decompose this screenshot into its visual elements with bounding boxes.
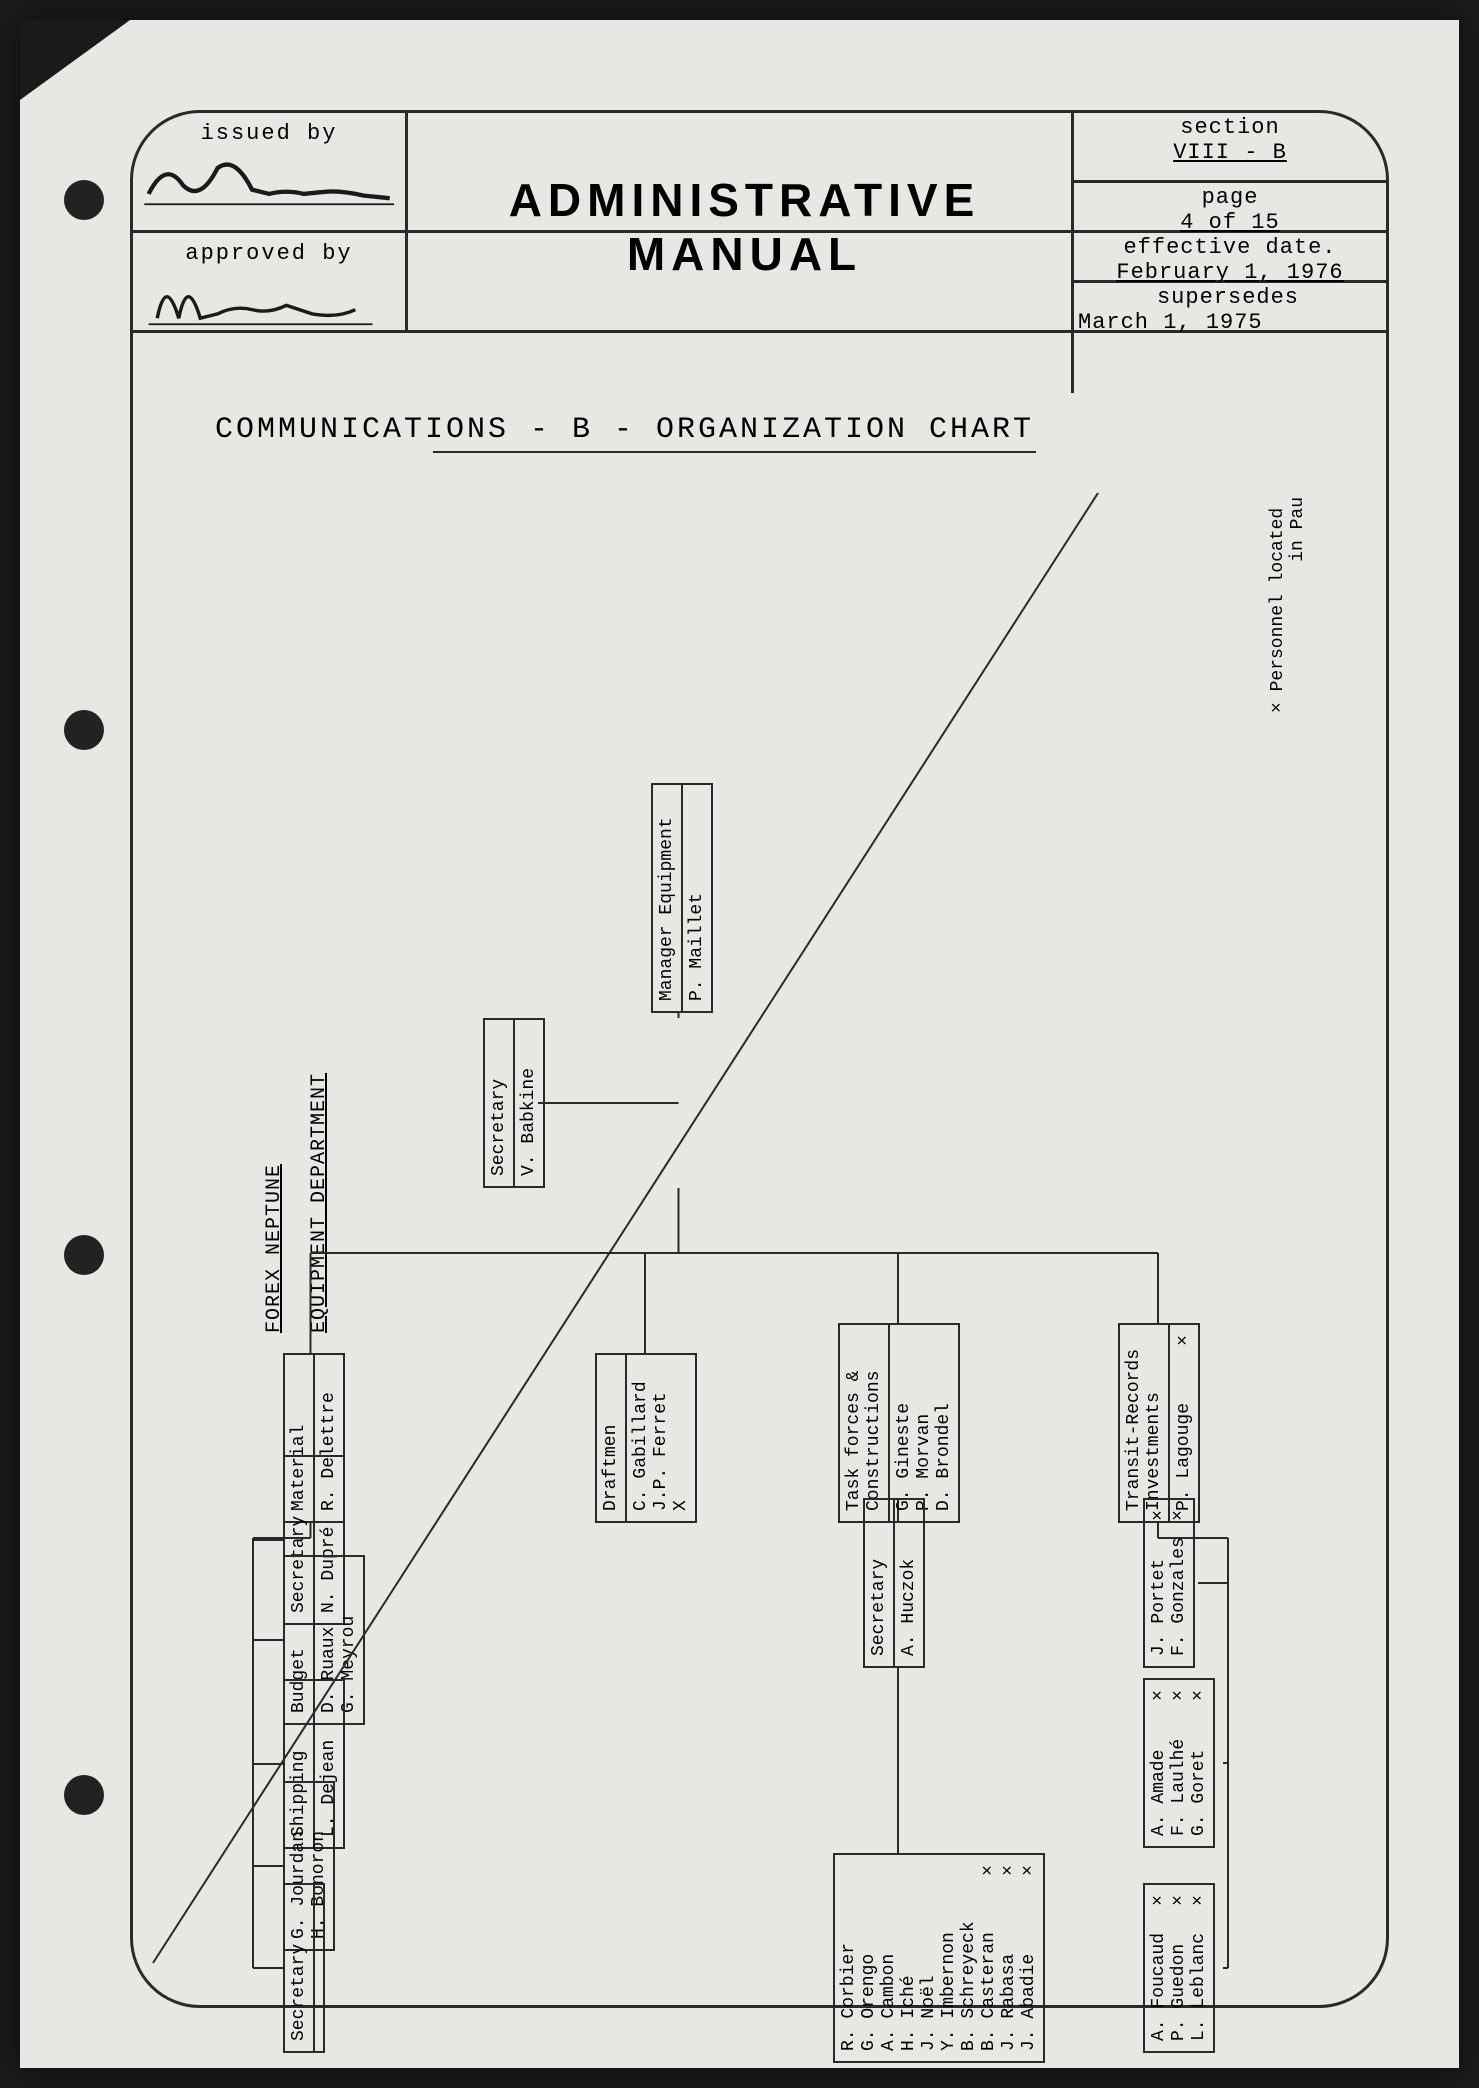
- org-box-sec_task: SecretaryA. Huczok: [863, 1498, 925, 1668]
- punch-hole: [64, 1775, 104, 1815]
- box-line: L. Leblanc×: [1189, 1895, 1209, 2041]
- org-box-transit: Transit-RecordsInvestmentsP. Lagouge×: [1118, 1323, 1200, 1523]
- box-title: Secretary: [865, 1500, 895, 1666]
- box-line: G. Goret×: [1189, 1690, 1209, 1836]
- approved-by-signature: [140, 266, 398, 336]
- subtitle-underline: [433, 451, 1036, 453]
- org-box-tr1: J. Portet×F. Gonzales×: [1143, 1498, 1195, 1668]
- box-line: J. Rabasa×: [999, 1865, 1019, 2051]
- box-body: A. Foucaud×P. Guedon×L. Leblanc×: [1145, 1885, 1213, 2051]
- approved-by-label: approved by: [185, 241, 352, 266]
- box-body: [315, 1885, 323, 2051]
- box-line: P. Morvan: [914, 1335, 934, 1511]
- box-line: A. Amade×: [1149, 1690, 1169, 1836]
- punch-hole: [64, 710, 104, 750]
- box-body: J. Portet×F. Gonzales×: [1145, 1500, 1193, 1666]
- issued-by-signature: [140, 146, 398, 216]
- org-chart: FOREX NEPTUNE EQUIPMENT DEPARTMENT × Per…: [133, 493, 1386, 2005]
- approved-by-cell: approved by: [133, 233, 405, 333]
- punch-hole: [64, 180, 104, 220]
- box-line: X: [671, 1365, 691, 1511]
- box-line: Y. Imbernon: [939, 1865, 959, 2051]
- box-title: Transit-RecordsInvestments: [1120, 1325, 1170, 1521]
- org-box-sec3: Secretary: [283, 1883, 325, 2053]
- box-line: F. Laulhé×: [1169, 1690, 1189, 1836]
- box-line: A. Huczok: [899, 1510, 919, 1656]
- punch-hole: [64, 1235, 104, 1275]
- box-title: Secretary: [285, 1885, 315, 2051]
- box-line: J. Portet×: [1149, 1510, 1169, 1656]
- box-line: J.P. Ferret: [651, 1365, 671, 1511]
- box-line: G. Gineste: [894, 1335, 914, 1511]
- meta-effective-date: effective date. February 1, 1976: [1074, 233, 1386, 283]
- meta-page: page 4 of 15: [1074, 183, 1386, 233]
- org-box-tr3: A. Foucaud×P. Guedon×L. Leblanc×: [1143, 1883, 1215, 2053]
- meta-section: section VIII - B: [1074, 113, 1386, 183]
- box-line: F. Gonzales×: [1169, 1510, 1189, 1656]
- box-title: Task forces &Constructions: [840, 1325, 890, 1521]
- box-line: V. Babkine: [519, 1030, 539, 1176]
- box-body: R. CorbierG. OrengoA. CambonH. IchéJ. No…: [835, 1855, 1043, 2061]
- box-body: A. Amade×F. Laulhé×G. Goret×: [1145, 1680, 1213, 1846]
- box-line: P. Guedon×: [1169, 1895, 1189, 2041]
- box-line: P. Lagouge×: [1174, 1335, 1194, 1511]
- scanned-page: issued by approved by ADMINISTRATIVE MAN…: [20, 20, 1459, 2068]
- org-box-draftmen: DraftmenC. GabillardJ.P. FerretX: [595, 1353, 697, 1523]
- box-body: C. GabillardJ.P. FerretX: [627, 1355, 695, 1521]
- box-line: H. Iché: [899, 1865, 919, 2051]
- page-title: ADMINISTRATIVE MANUAL: [433, 173, 1056, 281]
- box-body: A. Huczok: [895, 1500, 923, 1666]
- metadata-column: section VIII - B page 4 of 15 effective …: [1071, 113, 1386, 393]
- box-line: A. Foucaud×: [1149, 1895, 1169, 2041]
- box-line: C. Gabillard: [631, 1365, 651, 1511]
- box-line: R. Corbier: [839, 1865, 859, 2051]
- box-line: B. Schreyeck: [959, 1865, 979, 2051]
- box-line: P. Maillet: [687, 795, 707, 1001]
- box-line: A. Cambon: [879, 1865, 899, 2051]
- org-box-tr2: A. Amade×F. Laulhé×G. Goret×: [1143, 1678, 1215, 1848]
- box-title: Manager Equipment: [653, 785, 683, 1011]
- issued-by-label: issued by: [201, 121, 338, 146]
- box-line: B. Casteran×: [979, 1865, 999, 2051]
- box-line: J. Abadie×: [1019, 1865, 1039, 2051]
- org-box-task_big: R. CorbierG. OrengoA. CambonH. IchéJ. No…: [833, 1853, 1045, 2063]
- meta-supersedes: supersedes March 1, 1975: [1074, 283, 1386, 343]
- box-title: Secretary: [485, 1020, 515, 1186]
- issued-by-cell: issued by: [133, 113, 405, 233]
- box-title: Draftmen: [597, 1355, 627, 1521]
- box-body: P. Lagouge×: [1170, 1325, 1198, 1521]
- signature-column: issued by approved by: [133, 113, 408, 333]
- box-line: D. Brondel: [934, 1335, 954, 1511]
- org-box-mgr: Manager EquipmentP. Maillet: [651, 783, 713, 1013]
- box-body: V. Babkine: [515, 1020, 543, 1186]
- page-subtitle: COMMUNICATIONS - B - ORGANIZATION CHART: [193, 413, 1056, 447]
- org-box-task: Task forces &ConstructionsG. GinesteP. M…: [838, 1323, 960, 1523]
- box-line: G. Orengo: [859, 1865, 879, 2051]
- org-box-sec1: SecretaryV. Babkine: [483, 1018, 545, 1188]
- box-body: P. Maillet: [683, 785, 711, 1011]
- box-line: J. Noël: [919, 1865, 939, 2051]
- page-frame: issued by approved by ADMINISTRATIVE MAN…: [130, 110, 1389, 2008]
- box-body: G. GinesteP. MorvanD. Brondel: [890, 1325, 958, 1521]
